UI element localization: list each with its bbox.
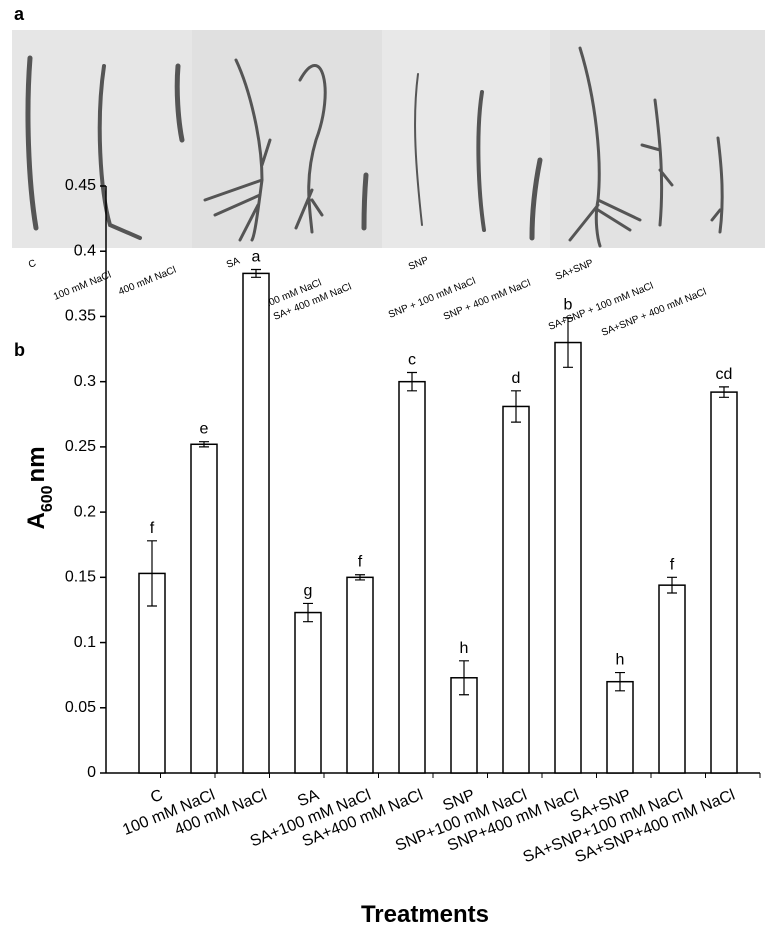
y-tick-label: 0.45 (65, 177, 96, 194)
y-axis-label-part: 600 (39, 485, 56, 512)
y-tick-label: 0.1 (74, 634, 96, 651)
significance-letter: f (670, 556, 675, 573)
error-bar (303, 602, 313, 623)
error-bar (459, 660, 469, 696)
error-bar (719, 386, 729, 398)
error-bar (147, 540, 157, 607)
error-bar (355, 574, 365, 581)
significance-letter: g (304, 582, 313, 599)
significance-letter: d (512, 370, 521, 387)
bar (502, 405, 530, 774)
bar (190, 443, 218, 774)
y-axis-label-part: A (23, 512, 50, 529)
error-bar (511, 390, 521, 423)
significance-letter: h (616, 652, 625, 669)
photo (12, 30, 765, 248)
error-bar (563, 317, 573, 368)
photo-label: SA (225, 255, 242, 270)
bar (710, 391, 738, 774)
bar (346, 576, 374, 774)
error-bar (251, 268, 261, 278)
bar (398, 380, 426, 774)
y-tick-label: 0.05 (65, 699, 96, 716)
y-axis-label: A600 nm (23, 446, 56, 529)
bar (606, 680, 634, 774)
error-bar (407, 371, 417, 392)
significance-letter: f (358, 554, 363, 571)
photo-label: 400 mM NaCl (117, 265, 178, 298)
significance-letter: a (252, 248, 261, 265)
y-tick-label: 0.3 (74, 373, 96, 390)
y-tick-label: 0.35 (65, 308, 96, 325)
significance-letter: e (200, 421, 209, 438)
panel-a-label: a (14, 4, 25, 24)
bar (658, 584, 686, 774)
y-tick-label: 0.15 (65, 569, 96, 586)
y-tick-label: 0.2 (74, 503, 96, 520)
y-tick-label: 0.4 (74, 242, 96, 259)
chart-title: b (14, 340, 25, 360)
error-bar (615, 671, 625, 692)
y-axis-label-part: nm (23, 446, 50, 482)
significance-letter: f (150, 520, 155, 537)
bar (242, 272, 270, 774)
significance-letter: b (564, 297, 573, 314)
bar (294, 611, 322, 774)
bar (554, 341, 582, 774)
photo-label: SNP (407, 255, 430, 273)
photo-label: C (27, 258, 38, 271)
photo-label: SA+SNP (554, 258, 595, 283)
y-tick-label: 0.25 (65, 438, 96, 455)
error-bar (199, 441, 209, 448)
x-axis-label: Treatments (361, 901, 489, 928)
y-tick-label: 0 (87, 764, 96, 781)
significance-letter: c (408, 352, 416, 369)
significance-letter: cd (716, 366, 733, 383)
error-bar (667, 576, 677, 594)
x-tick-label: C (148, 787, 165, 807)
x-tick-label: SA (295, 786, 321, 810)
significance-letter: h (460, 640, 469, 657)
photo-label: 100 mM NaCl (52, 270, 113, 303)
